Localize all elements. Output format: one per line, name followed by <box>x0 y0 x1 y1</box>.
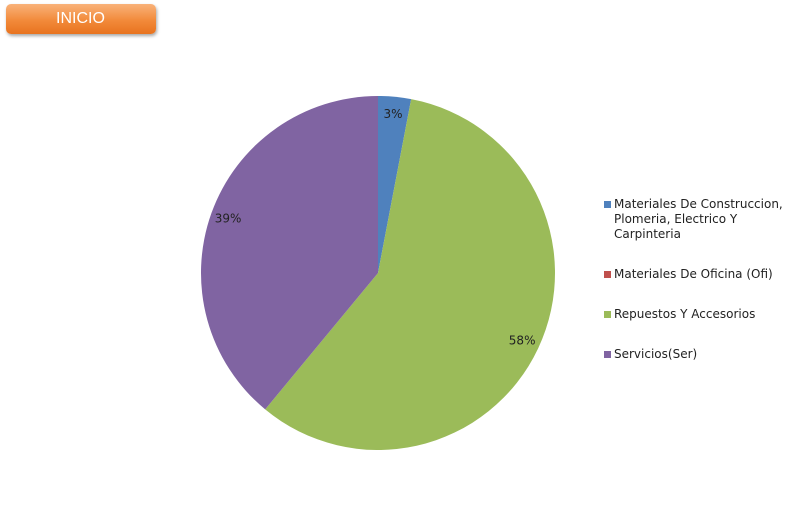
legend-swatch <box>604 201 611 208</box>
data-label: 39% <box>215 212 242 226</box>
legend-item: Materiales De Construccion, Plomeria, El… <box>604 197 799 242</box>
legend-item: Materiales De Oficina (Ofi) <box>604 267 799 282</box>
data-label: 3% <box>383 107 402 121</box>
legend-swatch <box>604 351 611 358</box>
legend: Materiales De Construccion, Plomeria, El… <box>604 197 799 387</box>
legend-swatch <box>604 271 611 278</box>
legend-label: Repuestos Y Accesorios <box>614 307 756 321</box>
legend-item: Repuestos Y Accesorios <box>604 307 799 322</box>
legend-swatch <box>604 311 611 318</box>
legend-item: Servicios(Ser) <box>604 347 799 362</box>
pie-slice <box>378 96 412 273</box>
legend-label: Servicios(Ser) <box>614 347 698 361</box>
legend-label: Materiales De Construccion, Plomeria, El… <box>614 197 783 241</box>
inicio-button[interactable]: INICIO <box>6 4 156 34</box>
pie-slice <box>265 99 556 450</box>
data-label: 58% <box>509 333 536 347</box>
pie-slice <box>201 96 378 410</box>
pie-slice <box>378 99 412 273</box>
legend-label: Materiales De Oficina (Ofi) <box>614 267 773 281</box>
